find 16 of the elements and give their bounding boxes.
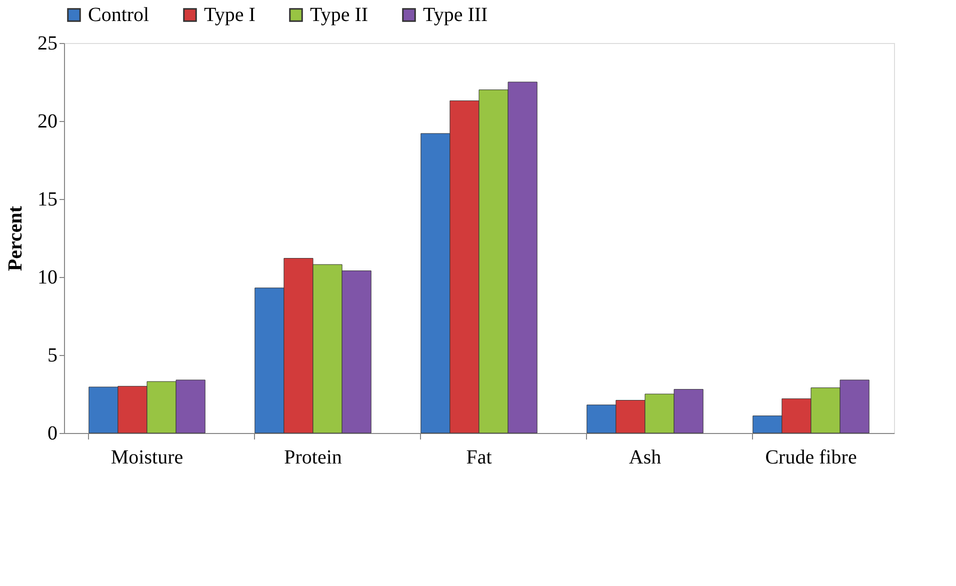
- legend-label: Type II: [310, 4, 368, 26]
- y-tick-label: 25: [38, 32, 58, 54]
- legend-label: Type I: [204, 4, 256, 26]
- legend-label: Control: [88, 4, 150, 26]
- y-tick-label: 15: [38, 188, 58, 210]
- y-tick-label: 10: [38, 266, 58, 288]
- y-tick-label: 0: [48, 422, 58, 444]
- y-tick-label: 20: [38, 110, 58, 132]
- x-tick-label: Fat: [466, 446, 492, 468]
- x-tick-label: Ash: [628, 446, 662, 468]
- y-axis-title: Percent: [4, 206, 26, 272]
- x-tick-label: Protein: [284, 446, 342, 468]
- y-tick-label: 5: [48, 344, 58, 366]
- x-tick-label: Crude fibre: [765, 446, 857, 468]
- legend-label: Type III: [423, 4, 488, 26]
- x-tick-label: Moisture: [110, 446, 184, 468]
